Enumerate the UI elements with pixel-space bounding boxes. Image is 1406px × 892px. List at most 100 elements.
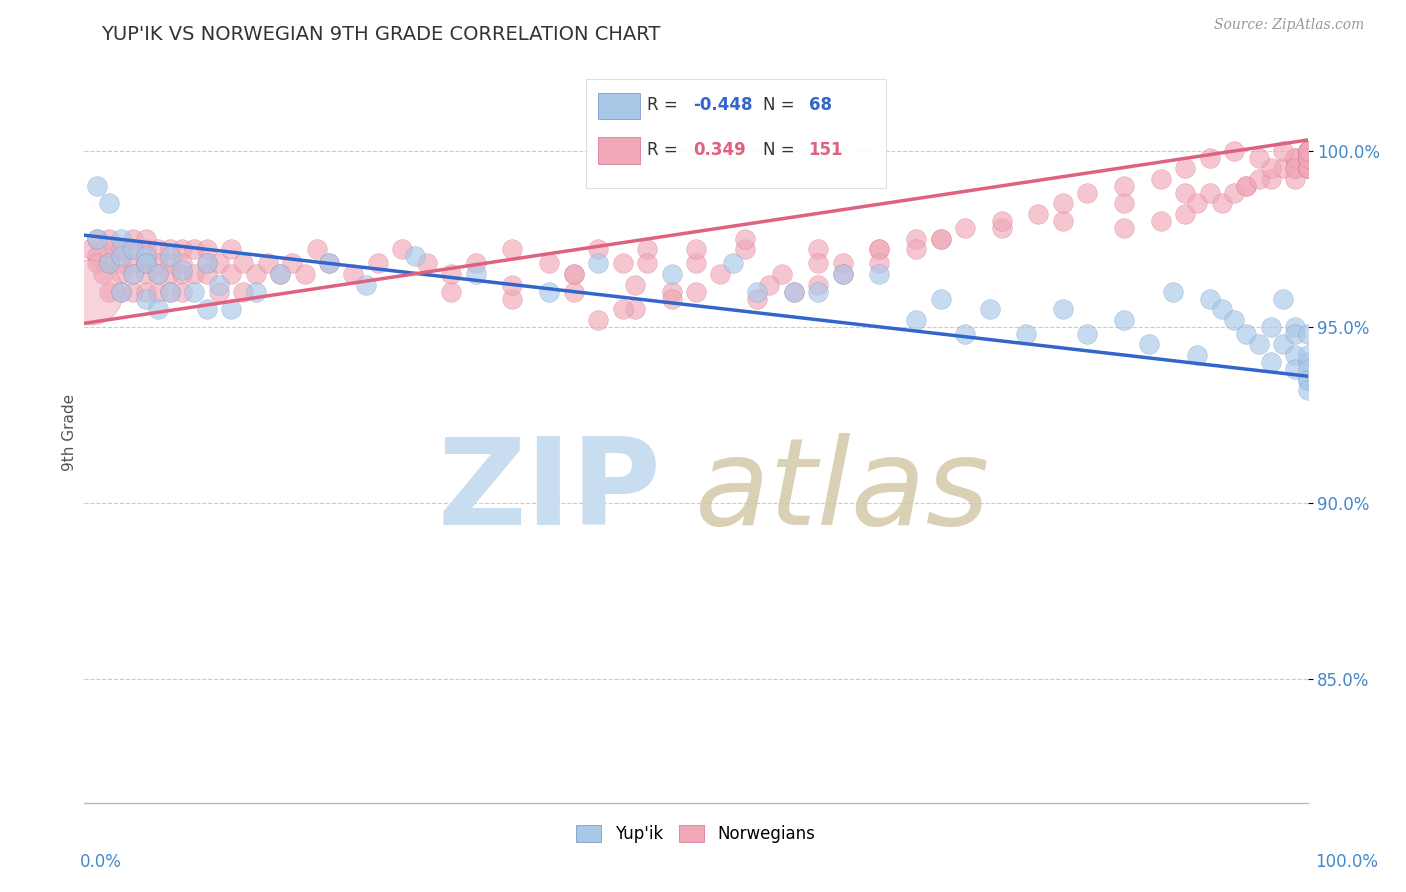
Point — [172, 242, 194, 256]
Point — [1296, 161, 1319, 176]
Point — [1296, 362, 1319, 376]
Point — [159, 267, 181, 281]
FancyBboxPatch shape — [598, 93, 640, 120]
Point — [122, 267, 145, 281]
Point — [110, 285, 132, 299]
Point — [122, 256, 145, 270]
Point — [807, 256, 830, 270]
Point — [1296, 144, 1319, 158]
Point — [183, 242, 205, 256]
Point — [1198, 151, 1220, 165]
Point — [1236, 178, 1258, 193]
Point — [807, 277, 830, 292]
Point — [318, 256, 340, 270]
Point — [1296, 348, 1319, 362]
Point — [929, 232, 952, 246]
Point — [159, 256, 181, 270]
Point — [146, 285, 169, 299]
Point — [135, 232, 157, 246]
Point — [953, 221, 976, 235]
Point — [232, 256, 254, 270]
Point — [709, 267, 731, 281]
Point — [86, 178, 108, 193]
Point — [1296, 161, 1319, 176]
Point — [1052, 196, 1074, 211]
Point — [294, 267, 316, 281]
Point — [208, 256, 231, 270]
Point — [869, 242, 891, 256]
Point — [783, 285, 806, 299]
Point — [831, 267, 853, 281]
Point — [1296, 161, 1319, 176]
Point — [734, 232, 756, 246]
Point — [1223, 144, 1246, 158]
Point — [1247, 337, 1270, 351]
Text: 100.0%: 100.0% — [1316, 853, 1378, 871]
Point — [929, 232, 952, 246]
Point — [354, 277, 377, 292]
Point — [97, 256, 120, 270]
Point — [110, 285, 132, 299]
Point — [122, 267, 145, 281]
Point — [110, 267, 132, 281]
Point — [269, 267, 291, 281]
Point — [1296, 144, 1319, 158]
Point — [1272, 337, 1295, 351]
Point — [586, 242, 609, 256]
Point — [1028, 207, 1050, 221]
Point — [135, 267, 157, 281]
Point — [562, 285, 585, 299]
Point — [1174, 161, 1197, 176]
Point — [807, 242, 830, 256]
Text: YUP'IK VS NORWEGIAN 9TH GRADE CORRELATION CHART: YUP'IK VS NORWEGIAN 9TH GRADE CORRELATIO… — [101, 25, 661, 44]
Point — [219, 302, 242, 317]
Point — [1236, 326, 1258, 341]
Point — [661, 292, 683, 306]
Point — [929, 292, 952, 306]
Point — [747, 292, 769, 306]
Point — [1296, 355, 1319, 369]
Point — [636, 256, 658, 270]
Point — [159, 249, 181, 263]
Point — [135, 256, 157, 270]
Point — [318, 256, 340, 270]
Point — [1284, 151, 1306, 165]
Point — [747, 285, 769, 299]
Point — [612, 302, 634, 317]
FancyBboxPatch shape — [586, 78, 886, 188]
Point — [219, 242, 242, 256]
Point — [172, 285, 194, 299]
Y-axis label: 9th Grade: 9th Grade — [62, 394, 77, 471]
Point — [146, 267, 169, 281]
Point — [135, 249, 157, 263]
Point — [1052, 214, 1074, 228]
Point — [1161, 285, 1184, 299]
Point — [1284, 319, 1306, 334]
Point — [1296, 326, 1319, 341]
Point — [905, 313, 928, 327]
Point — [1211, 302, 1233, 317]
Point — [1198, 186, 1220, 200]
Point — [1187, 196, 1209, 211]
Point — [661, 267, 683, 281]
Point — [159, 285, 181, 299]
Point — [219, 267, 242, 281]
Point — [1296, 373, 1319, 387]
Point — [86, 232, 108, 246]
Point — [1296, 151, 1319, 165]
Point — [586, 313, 609, 327]
Point — [86, 232, 108, 246]
Point — [1223, 186, 1246, 200]
Point — [1296, 151, 1319, 165]
Point — [1284, 362, 1306, 376]
Point — [1150, 214, 1173, 228]
Point — [1076, 326, 1098, 341]
Text: 0.0%: 0.0% — [80, 853, 122, 871]
Point — [146, 267, 169, 281]
Point — [1211, 196, 1233, 211]
Point — [79, 242, 101, 256]
Point — [953, 326, 976, 341]
Point — [257, 256, 280, 270]
Point — [1260, 319, 1282, 334]
Point — [538, 256, 561, 270]
